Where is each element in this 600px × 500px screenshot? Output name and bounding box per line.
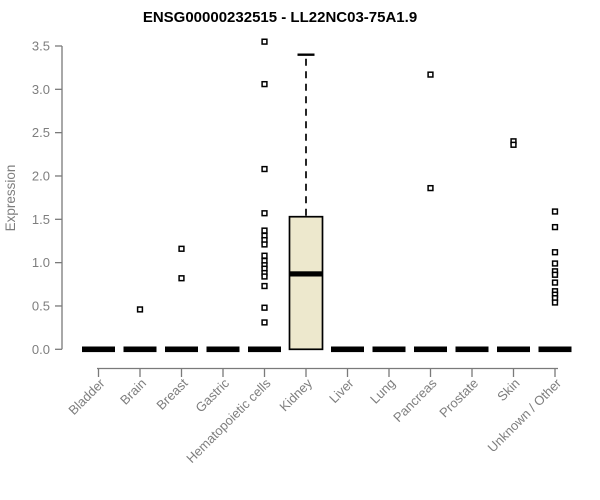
chart-title: ENSG00000232515 - LL22NC03-75A1.9	[143, 9, 417, 26]
box-series	[82, 38, 572, 353]
y-tick-label: 2.5	[32, 125, 50, 140]
outlier-point	[261, 38, 268, 45]
x-tick-label: Skin	[494, 376, 522, 404]
y-tick-label: 0.5	[32, 298, 50, 313]
outlier-point	[261, 304, 268, 311]
outlier-point	[261, 252, 268, 259]
y-axis-title: Expression	[3, 165, 18, 232]
outlier-point	[261, 282, 268, 290]
y-tick-label: 3.0	[32, 82, 50, 97]
y-tick-label: 1.5	[32, 212, 50, 227]
zero-box	[165, 346, 198, 353]
outlier-point	[136, 306, 144, 313]
zero-box	[372, 346, 406, 353]
y-tick-label: 1.0	[32, 255, 50, 270]
outlier-point	[178, 275, 185, 282]
zero-box	[538, 346, 572, 353]
y-tick-label: 0.0	[32, 342, 50, 357]
zero-box	[414, 346, 447, 353]
x-tick-label: Bladder	[65, 375, 108, 418]
y-tick-label: 3.5	[32, 38, 50, 53]
outlier-point	[261, 210, 268, 217]
zero-box	[82, 346, 115, 353]
x-tick-label: Gastric	[192, 375, 232, 415]
outlier-point	[551, 260, 559, 267]
outlier-point	[261, 165, 268, 173]
x-tick-label: Breast	[153, 375, 190, 412]
outlier-point	[551, 223, 559, 231]
outlier-point	[551, 208, 559, 215]
outlier-point	[551, 279, 559, 286]
zero-box	[331, 346, 364, 353]
y-tick-label: 2.0	[32, 168, 50, 183]
zero-box	[455, 346, 489, 353]
outlier-point	[427, 184, 434, 192]
outlier-point	[261, 80, 268, 88]
x-tick-label: Kidney	[276, 375, 315, 414]
zero-box	[206, 346, 240, 353]
zero-box	[123, 346, 157, 353]
median-line	[289, 271, 323, 277]
outlier-point	[261, 273, 268, 280]
outlier-point	[551, 299, 559, 306]
outlier-point	[261, 319, 268, 326]
x-tick-label: Unknown / Other	[485, 375, 565, 455]
box	[288, 215, 324, 351]
x-tick-label: Lung	[367, 376, 398, 407]
zero-box	[497, 346, 530, 353]
zero-box	[248, 346, 281, 353]
x-tick-label: Brain	[117, 376, 149, 408]
outlier-point	[510, 141, 517, 148]
outlier-point	[427, 71, 434, 78]
outlier-point	[551, 249, 559, 256]
x-tick-label: Pancreas	[390, 375, 440, 425]
outlier-point	[551, 271, 559, 278]
x-tick-label: Liver	[326, 375, 357, 406]
outlier-point	[261, 227, 268, 234]
outlier-point	[261, 241, 268, 248]
x-tick-label: Prostate	[436, 376, 481, 421]
outlier-point	[178, 245, 185, 252]
